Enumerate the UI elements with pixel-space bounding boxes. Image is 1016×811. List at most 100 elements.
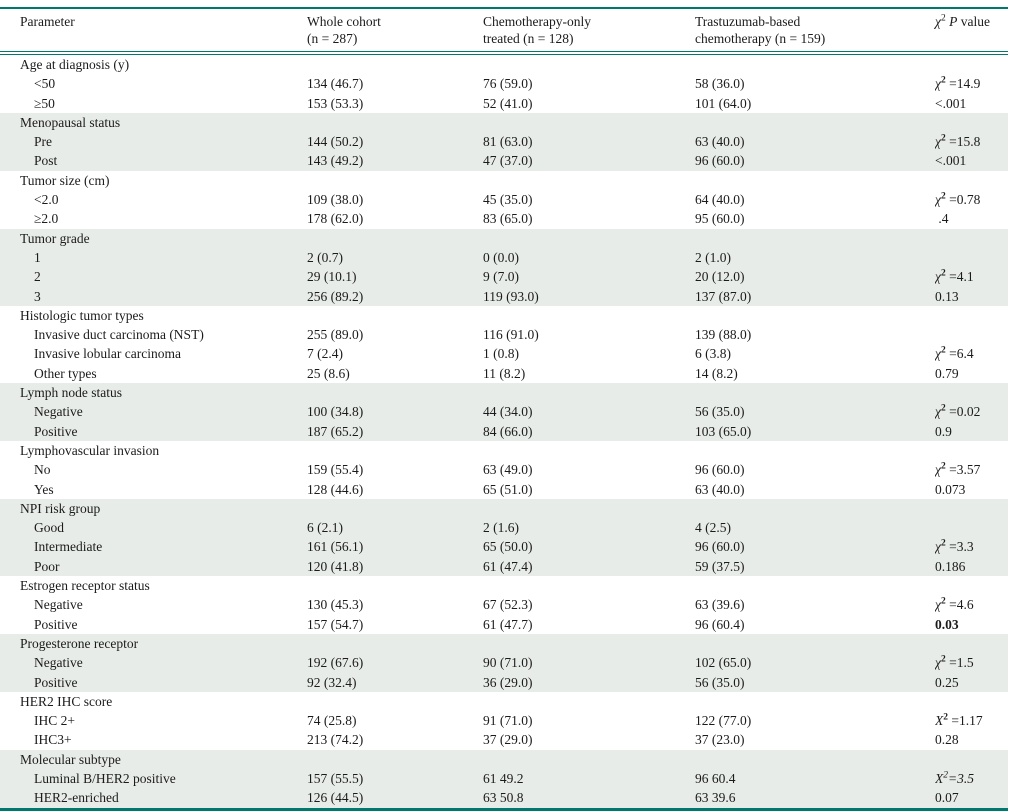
chi-superscript: 2: [940, 403, 946, 414]
group-label: Lymphovascular invasion: [20, 442, 160, 458]
chemo-only-cell: 76 (59.0): [483, 76, 533, 92]
p-value: 0.073: [935, 481, 966, 497]
chi-superscript: 2: [943, 712, 948, 723]
whole-cohort-cell: 213 (74.2): [307, 732, 364, 748]
stat-cell: χ2 =4.6: [935, 595, 1008, 614]
trastuzumab-cell: 103 (65.0): [695, 423, 752, 439]
header-line2: treated (n = 128): [483, 30, 574, 46]
group-header-row: Progesterone receptor: [0, 633, 1008, 654]
parameter-cell: Luminal B/HER2 positive: [34, 770, 176, 786]
chemo-only-cell: 1 (0.8): [483, 346, 519, 362]
chemo-only-cell: 67 (52.3): [483, 597, 533, 613]
p-value: 0.07: [935, 790, 959, 806]
whole-cohort-cell: 192 (67.6): [307, 655, 364, 671]
stat-cell: 0.13: [935, 287, 1008, 306]
table-row: ≥2.0 178 (62.0) 83 (65.0) 95 (60.0) .4: [0, 209, 1008, 228]
chi-superscript: 2: [943, 770, 948, 781]
table-row: Negative 100 (34.8) 44 (34.0) 56 (35.0) χ2 =…: [0, 402, 1008, 422]
chi-superscript: 2: [940, 191, 946, 202]
chemo-only-cell: 65 (50.0): [483, 539, 533, 555]
whole-cohort-cell: 120 (41.8): [307, 558, 364, 574]
chemo-only-cell: 63 (49.0): [483, 462, 533, 478]
table-body: Age at diagnosis (y) <50 134 (46.7) 76 (59.…: [0, 53, 1008, 810]
whole-cohort-cell: 157 (54.7): [307, 616, 364, 632]
trastuzumab-cell: 96 (60.0): [695, 153, 745, 169]
p-value: <.001: [935, 153, 967, 169]
p-value: .4: [935, 211, 949, 227]
chi-square-value: χ2 =3.57: [935, 461, 981, 478]
chemo-only-cell: 65 (51.0): [483, 481, 533, 497]
whole-cohort-cell: 6 (2.1): [307, 520, 343, 536]
group-header-row: Menopausal status: [0, 112, 1008, 133]
whole-cohort-cell: 143 (49.2): [307, 153, 364, 169]
trastuzumab-cell: 4 (2.5): [695, 520, 731, 536]
parameter-cell: Poor: [34, 558, 60, 574]
group-header-row: Tumor grade: [0, 228, 1008, 248]
parameter-cell: Positive: [34, 423, 78, 439]
parameter-cell: Positive: [34, 674, 78, 690]
header-label: Parameter: [20, 14, 75, 29]
table-row: Invasive lobular carcinoma 7 (2.4) 1 (0.8)…: [0, 344, 1008, 363]
whole-cohort-cell: 256 (89.2): [307, 288, 364, 304]
p-value: 0.25: [935, 674, 959, 690]
trastuzumab-cell: 63 39.6: [695, 790, 736, 806]
chemo-only-cell: 36 (29.0): [483, 674, 533, 690]
stat-cell: χ2 =0.02: [935, 402, 1008, 421]
table-row: Invasive duct carcinoma (NST) 255 (89.0) 1…: [0, 325, 1008, 344]
stat-cell: [935, 518, 1008, 537]
trastuzumab-cell: 6 (3.8): [695, 346, 731, 362]
trastuzumab-cell: 58 (36.0): [695, 76, 745, 92]
chemo-only-cell: 61 49.2: [483, 770, 524, 786]
table-row: Yes 128 (44.6) 65 (51.0) 63 (40.0) 0.073: [0, 480, 1008, 499]
chemo-only-cell: 37 (29.0): [483, 732, 533, 748]
trastuzumab-cell: 64 (40.0): [695, 192, 745, 208]
table-header: Parameter Whole cohort (n = 287) Chemoth…: [0, 8, 1008, 55]
trastuzumab-cell: 122 (77.0): [695, 713, 752, 729]
trastuzumab-cell: 20 (12.0): [695, 269, 745, 285]
chi-square-value: χ2 =14.9: [935, 75, 981, 92]
chi-symbol: χ: [935, 269, 941, 285]
table-row: Good 6 (2.1) 2 (1.6) 4 (2.5): [0, 518, 1008, 538]
parameter-cell: 3: [34, 288, 41, 304]
chi-superscript: 2: [940, 13, 946, 24]
trastuzumab-cell: 63 (40.0): [695, 134, 745, 150]
whole-cohort-cell: 157 (55.5): [307, 770, 364, 786]
whole-cohort-cell: 25 (8.6): [307, 365, 350, 381]
stat-cell: 0.073: [935, 480, 1008, 499]
stat-cell: [935, 248, 1008, 267]
parameter-cell: ≥2.0: [34, 211, 59, 227]
stat-cell: 0.9: [935, 422, 1008, 441]
table-row: Positive 92 (32.4) 36 (29.0) 56 (35.0) 0.25: [0, 672, 1008, 692]
whole-cohort-cell: 2 (0.7): [307, 249, 343, 265]
group-label: Molecular subtype: [20, 751, 121, 767]
group-header-row: HER2 IHC score: [0, 692, 1008, 711]
chemo-only-cell: 63 50.8: [483, 790, 524, 806]
trastuzumab-cell: 139 (88.0): [695, 327, 752, 343]
chemo-only-cell: 90 (71.0): [483, 655, 533, 671]
whole-cohort-cell: 144 (50.2): [307, 134, 364, 150]
header-line1: Trastuzumab-based: [695, 14, 801, 29]
trastuzumab-cell: 37 (23.0): [695, 732, 745, 748]
parameter-cell: Pre: [34, 134, 52, 150]
header-line1: Whole cohort: [307, 14, 381, 29]
trastuzumab-cell: 14 (8.2): [695, 365, 738, 381]
table-row: Intermediate 161 (56.1) 65 (50.0) 96 (60.0)…: [0, 537, 1008, 557]
whole-cohort-cell: 161 (56.1): [307, 539, 364, 555]
p-value: 0.79: [935, 365, 959, 381]
stat-cell: <.001: [935, 151, 1008, 170]
stat-cell: 0.186: [935, 557, 1008, 576]
header-row: Parameter Whole cohort (n = 287) Chemoth…: [0, 8, 1008, 55]
parameter-cell: Yes: [34, 481, 54, 497]
group-header-row: Lymph node status: [0, 383, 1008, 403]
trastuzumab-cell: 96 (60.4): [695, 616, 745, 632]
column-header-trastuzumab: Trastuzumab-based chemotherapy (n = 159): [695, 8, 935, 55]
p-value: 0.9: [935, 423, 952, 439]
patient-characteristics-table: Parameter Whole cohort (n = 287) Chemoth…: [0, 7, 1008, 811]
table-row: <2.0 109 (38.0) 45 (35.0) 64 (40.0) χ2 =0.78: [0, 190, 1008, 209]
trastuzumab-cell: 101 (64.0): [695, 95, 752, 111]
p-value: <.001: [935, 95, 967, 111]
group-label: Estrogen receptor status: [20, 578, 150, 594]
table-row: Other types 25 (8.6) 11 (8.2) 14 (8.2) 0.79: [0, 364, 1008, 383]
parameter-cell: <50: [34, 76, 56, 92]
